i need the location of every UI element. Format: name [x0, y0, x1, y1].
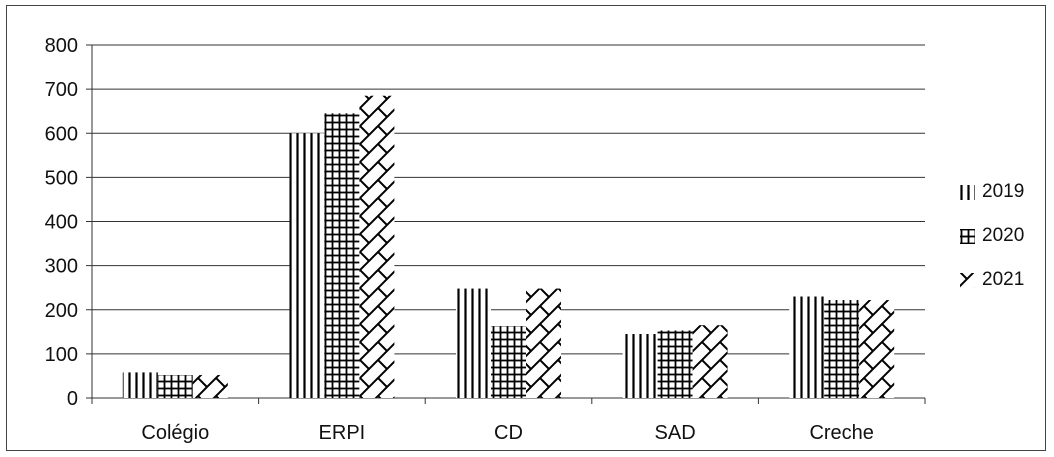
- y-tick-label: 800: [45, 35, 78, 57]
- legend-item-2020: 2020: [958, 214, 1048, 258]
- bar-2020-ERPI: [324, 113, 360, 399]
- legend-label: 2020: [982, 225, 1025, 246]
- legend-item-2021: 2021: [958, 258, 1048, 302]
- bar-2021-Creche: [859, 300, 895, 398]
- y-tick-label: 500: [45, 167, 78, 189]
- legend-swatch: [960, 185, 975, 200]
- bar-2019-ERPI: [289, 133, 325, 398]
- legend-label: 2021: [982, 269, 1025, 290]
- x-tick-label: ERPI: [319, 422, 366, 444]
- bar-2021-ERPI: [359, 95, 395, 399]
- legend: 2019 2020 2021: [958, 170, 1048, 302]
- bar-2021-SAD: [692, 325, 728, 398]
- y-tick-label: 200: [45, 300, 78, 322]
- bar-2020-CD: [491, 326, 526, 398]
- y-tick-label: 300: [45, 256, 78, 278]
- bar-2019-Creche: [789, 296, 825, 398]
- legend-item-2019: 2019: [958, 170, 1048, 214]
- bar-2020-SAD: [657, 330, 693, 398]
- x-tick-label: SAD: [655, 422, 696, 444]
- bar-2019-CD: [456, 288, 491, 398]
- y-tick-label: 0: [67, 388, 78, 410]
- x-tick-label: CD: [494, 422, 523, 444]
- x-tick-label: Creche: [809, 422, 873, 444]
- chart-frame: [6, 5, 1046, 451]
- y-tick-label: 600: [45, 123, 78, 145]
- bar-2021-CD: [526, 288, 561, 398]
- bar-2020-Creche: [824, 300, 860, 398]
- bar-2021-Colégio: [192, 375, 228, 398]
- legend-label: 2019: [982, 181, 1025, 202]
- bar-2020-Colégio: [157, 375, 193, 398]
- legend-swatch: [960, 229, 975, 244]
- y-tick-label: 100: [45, 344, 78, 366]
- bar-2019-SAD: [622, 334, 658, 398]
- legend-swatch: [960, 273, 975, 288]
- bar-2019-Colégio: [122, 372, 158, 398]
- y-tick-label: 700: [45, 79, 78, 101]
- x-tick-label: Colégio: [141, 422, 209, 444]
- y-tick-label: 400: [45, 212, 78, 234]
